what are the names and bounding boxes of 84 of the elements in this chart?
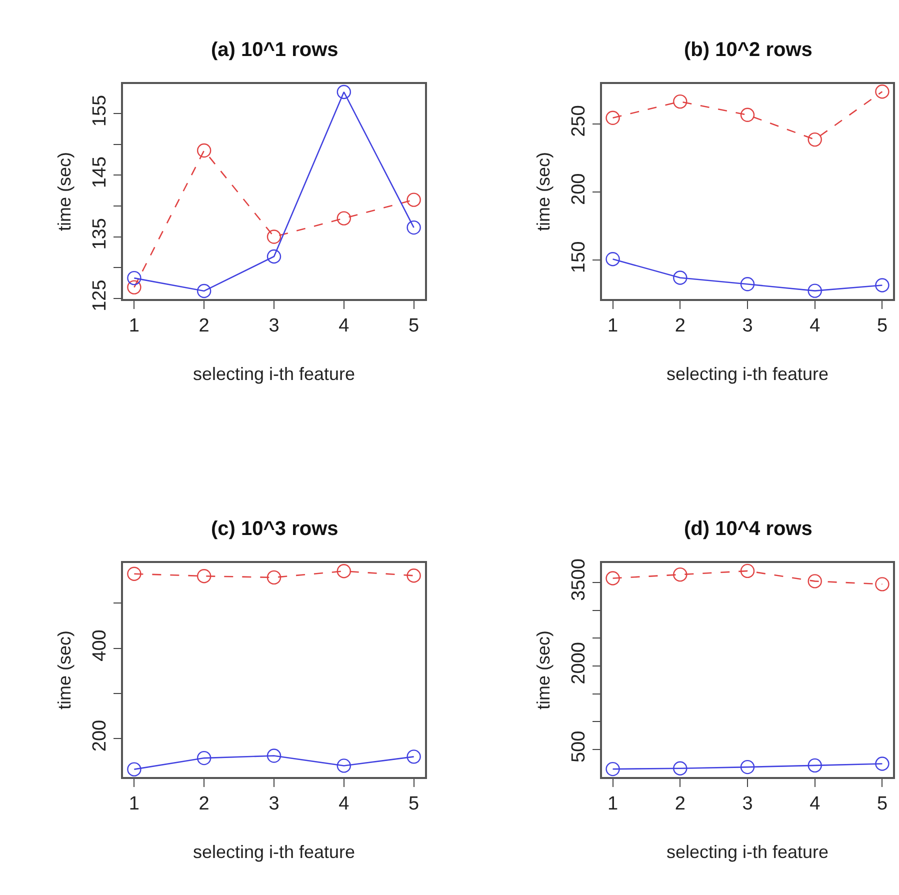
point	[740, 108, 755, 122]
x-tick-label: 3	[742, 316, 753, 337]
point	[606, 762, 620, 776]
y-tick-label: 500	[568, 730, 590, 763]
point	[196, 143, 212, 158]
chart-title: (a) 10^1 rows	[211, 39, 338, 61]
y-tick-label: 135	[90, 218, 111, 250]
y-axis-title: time (sec)	[54, 152, 74, 232]
point	[606, 252, 620, 266]
point	[673, 94, 688, 109]
x-tick-label: 4	[338, 316, 350, 337]
x-axis-title: selecting i-th feature	[666, 842, 829, 862]
point	[808, 284, 822, 298]
point	[740, 277, 755, 292]
point	[127, 566, 142, 581]
x-tick-label: 4	[810, 794, 821, 815]
x-tick-label: 5	[408, 794, 420, 815]
point	[406, 220, 421, 235]
point	[875, 756, 890, 771]
point	[808, 758, 822, 773]
x-tick-label: 3	[742, 794, 753, 815]
y-tick-label: 145	[90, 156, 111, 188]
point	[336, 564, 352, 578]
y-axis-title: time (sec)	[533, 152, 554, 232]
y-axis-title: time (sec)	[533, 630, 554, 710]
point	[127, 270, 142, 286]
point	[266, 570, 282, 585]
x-axis-title: selecting i-th feature	[666, 364, 829, 384]
x-tick-label: 1	[607, 316, 618, 337]
point	[196, 750, 212, 766]
x-tick-label: 2	[198, 316, 210, 337]
x-tick-label: 1	[128, 794, 140, 815]
point	[336, 758, 352, 773]
x-tick-label: 4	[338, 794, 350, 815]
point	[406, 750, 421, 764]
point	[266, 249, 282, 264]
y-tick-label: 400	[90, 630, 111, 662]
point	[740, 760, 755, 774]
y-tick-label: 250	[568, 105, 590, 137]
point	[673, 567, 688, 582]
x-tick-label: 1	[607, 794, 618, 815]
chart-title: (c) 10^3 rows	[211, 518, 338, 540]
point	[673, 761, 688, 776]
point	[127, 280, 142, 294]
x-tick-label: 2	[674, 794, 686, 815]
y-tick-label: 200	[568, 173, 590, 205]
y-tick-label: 200	[90, 720, 111, 752]
chart-title: (d) 10^4 rows	[684, 518, 812, 540]
x-axis-title: selecting i-th feature	[192, 842, 356, 862]
point	[336, 84, 352, 100]
y-tick-label: 3500	[568, 558, 590, 601]
point	[673, 270, 688, 285]
point	[406, 192, 421, 207]
x-tick-label: 5	[408, 316, 420, 337]
point	[606, 571, 620, 586]
point	[127, 762, 142, 776]
x-tick-label: 3	[268, 794, 280, 815]
x-tick-label: 4	[810, 316, 821, 337]
point	[266, 748, 282, 763]
y-tick-label: 2000	[568, 642, 590, 684]
point	[196, 284, 212, 298]
point	[266, 230, 282, 244]
point	[875, 278, 890, 292]
point	[196, 568, 212, 584]
chart-title: (b) 10^2 rows	[684, 39, 812, 61]
y-tick-label: 125	[90, 280, 111, 312]
x-tick-label: 3	[268, 316, 280, 337]
x-tick-label: 2	[674, 316, 686, 337]
point	[406, 568, 421, 583]
point	[875, 577, 890, 592]
x-axis-title: selecting i-th feature	[192, 364, 356, 384]
point	[875, 84, 890, 99]
point	[336, 211, 352, 226]
point	[808, 574, 822, 588]
point	[606, 110, 620, 125]
x-tick-label: 5	[876, 316, 888, 337]
x-tick-label: 1	[128, 316, 140, 337]
y-axis-title: time (sec)	[54, 630, 74, 710]
x-tick-label: 2	[198, 794, 210, 815]
y-tick-label: 150	[568, 241, 590, 274]
point	[740, 564, 755, 578]
x-tick-label: 5	[876, 794, 888, 815]
y-tick-label: 155	[90, 94, 111, 127]
point	[808, 132, 822, 147]
